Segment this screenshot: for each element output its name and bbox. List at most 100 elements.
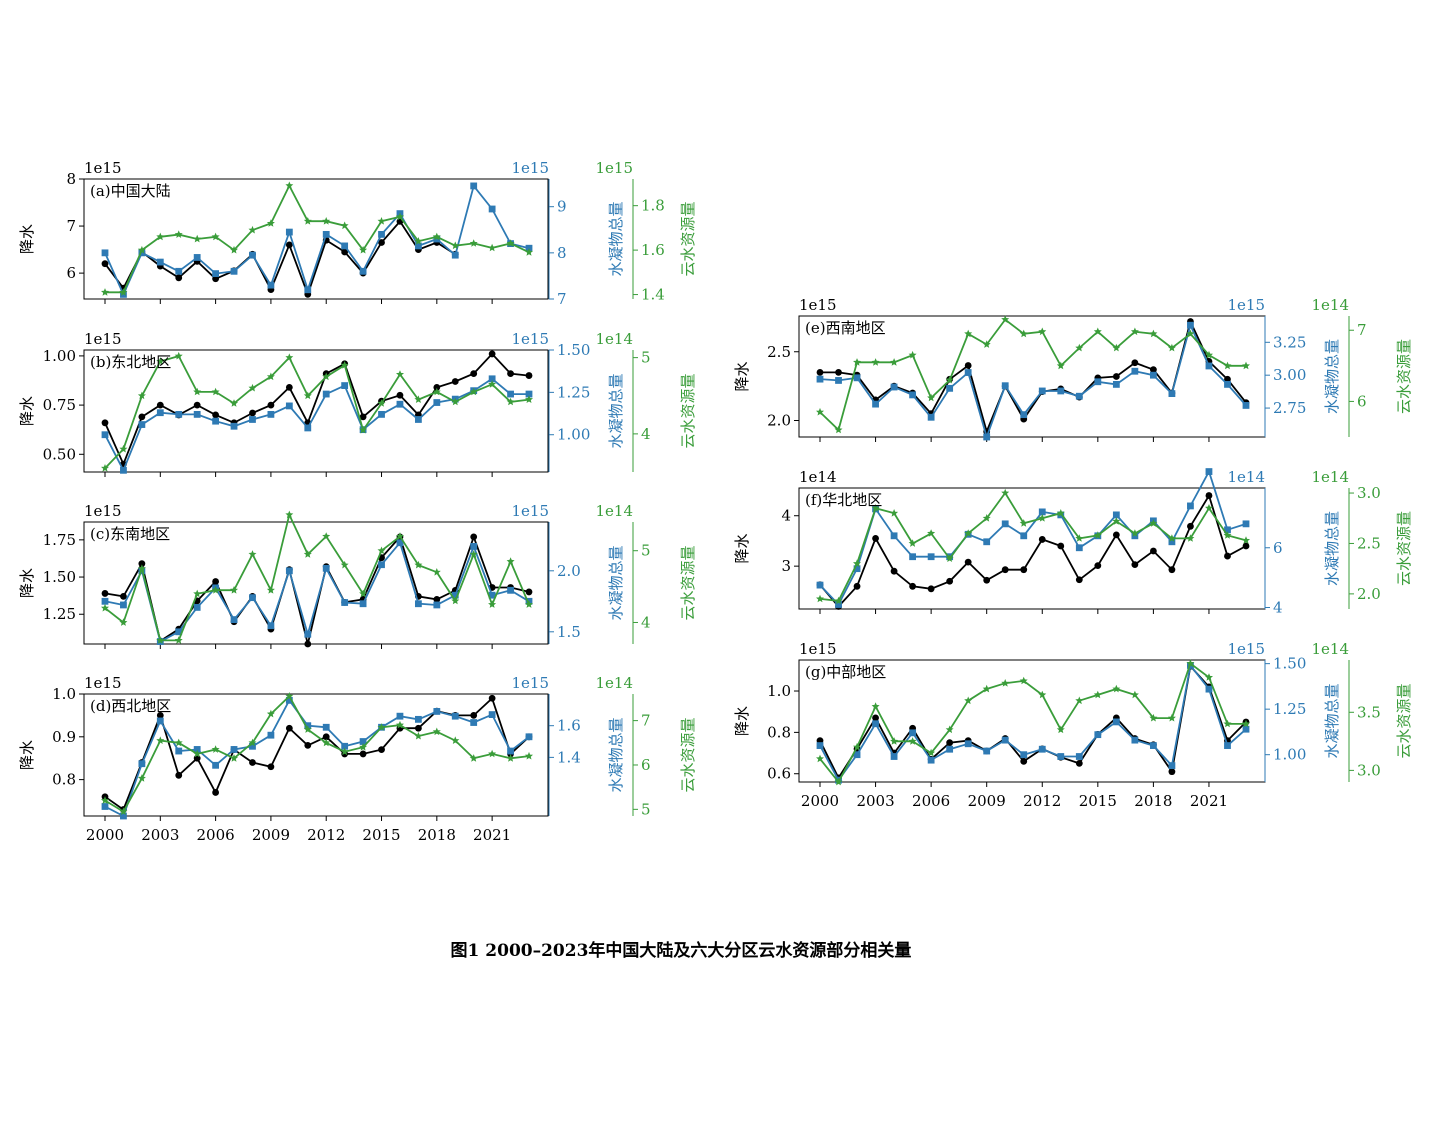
cloud-point: [506, 397, 515, 406]
panel-title: (a)中国大陆: [90, 182, 171, 200]
cloud-point: [1093, 690, 1102, 699]
hydro-point: [230, 422, 238, 430]
cloud-point: [1186, 329, 1195, 338]
hydro-point: [1187, 321, 1194, 329]
cloud-tick-label: 2.0: [1357, 585, 1381, 603]
cloud-point: [377, 217, 386, 225]
hydro-point: [872, 720, 879, 728]
cloud-axis-label: 云水资源量: [1395, 683, 1413, 758]
y-axis-label: 降水: [733, 533, 751, 563]
y-tick-label: 6: [66, 264, 76, 282]
precip-point: [175, 771, 183, 779]
cloud-point: [488, 380, 497, 388]
hydro-axis-label: 水凝物总量: [607, 373, 625, 448]
hydro-point: [927, 756, 935, 764]
cloud-point: [945, 725, 954, 734]
y-axis-label: 降水: [18, 396, 36, 426]
cloud-point: [119, 807, 128, 815]
cloud-point: [890, 509, 899, 517]
y-tick-label: 8: [66, 170, 76, 188]
hydro-point: [120, 601, 127, 609]
precip-point: [322, 733, 330, 741]
cloud-point: [488, 749, 497, 758]
y-axis-label: 降水: [733, 706, 751, 736]
hydro-point: [414, 600, 422, 608]
cloud-point: [414, 731, 423, 740]
cloud-point: [525, 395, 533, 403]
precip-point: [378, 746, 385, 754]
cloud-tick-label: 5: [641, 542, 651, 560]
hydro-point: [1242, 520, 1250, 528]
hydro-point: [909, 391, 917, 399]
cloud-point: [377, 399, 386, 407]
cloud-point: [834, 777, 843, 786]
cloud-tick-label: 3.0: [1357, 761, 1381, 779]
hydro-point: [525, 390, 533, 398]
cloud-point: [414, 395, 423, 403]
cloud-exponent: 1e14: [595, 674, 633, 692]
hydro-point: [927, 553, 935, 561]
y-tick-label: 0.75: [43, 396, 76, 414]
cloud-point: [908, 350, 917, 359]
hydro-point: [1131, 367, 1139, 375]
hydro-point: [853, 751, 861, 759]
y-tick-label: 0.6: [767, 765, 791, 783]
cloud-point: [1019, 519, 1028, 527]
cloud-point: [193, 234, 202, 243]
hydro-point: [175, 267, 183, 275]
y-tick-label: 1.50: [43, 568, 76, 586]
cloud-line: [819, 318, 1246, 432]
hydro-line: [819, 322, 1247, 440]
cloud-point: [890, 358, 899, 366]
hydro-point: [488, 375, 496, 383]
cloud-point: [1223, 361, 1232, 370]
hydro-axis-label: 水凝物总量: [1323, 339, 1341, 414]
cloud-tick-label: 5: [641, 349, 651, 367]
cloud-point: [1056, 361, 1065, 370]
cloud-tick-label: 1.4: [641, 286, 665, 304]
cloud-point: [211, 745, 220, 753]
cloud-point: [119, 288, 128, 296]
hydro-tick-label: 1.5: [557, 623, 581, 641]
precip-point: [525, 588, 533, 596]
cloud-point: [506, 754, 515, 762]
hydro-line: [819, 663, 1247, 782]
hydro-point: [451, 591, 459, 599]
cloud-tick-label: 3.0: [1357, 484, 1381, 502]
y-exponent: 1e15: [84, 674, 122, 692]
precip-point: [1168, 566, 1176, 574]
hydro-point: [470, 543, 478, 550]
precip-point: [433, 595, 441, 603]
hydro-point: [359, 738, 367, 745]
cloud-point: [964, 696, 973, 705]
hydro-line: [104, 183, 530, 297]
hydro-tick-label: 3.00: [1273, 366, 1306, 384]
precip-point: [1112, 373, 1120, 380]
hydro-point: [946, 384, 954, 392]
panel-1: 0.50 0.75 1.00 1e15 降水 1.00 1.25 1.50 1e15 水凝物总量 4…: [18, 330, 697, 477]
precip-point: [285, 383, 293, 391]
cloud-point: [1038, 690, 1047, 699]
panel-6: 2000 2003 2006 2009 2012 2015 2018 2021 0.6 0.8 1.…: [733, 640, 1413, 810]
hydro-point: [1205, 362, 1213, 370]
cloud-point: [506, 239, 515, 247]
cloud-point: [303, 550, 312, 558]
x-tick-label: 2006: [197, 826, 235, 844]
cloud-point: [1056, 509, 1065, 517]
precip-point: [212, 789, 220, 796]
precip-point: [1075, 576, 1083, 584]
hydro-point: [927, 413, 935, 421]
hydro-point: [507, 747, 514, 755]
precip-point: [927, 585, 935, 593]
cloud-axis-label: 云水资源量: [679, 545, 697, 620]
precip-point: [1112, 531, 1120, 539]
y-tick-label: 3: [781, 557, 791, 575]
cloud-point: [816, 754, 824, 763]
cloud-point: [285, 692, 294, 700]
precip-point: [1149, 366, 1157, 374]
precip-point: [249, 759, 256, 766]
cloud-point: [266, 586, 275, 594]
cloud-point: [1001, 488, 1010, 497]
cloud-point: [377, 723, 386, 731]
cloud-point: [211, 232, 220, 241]
